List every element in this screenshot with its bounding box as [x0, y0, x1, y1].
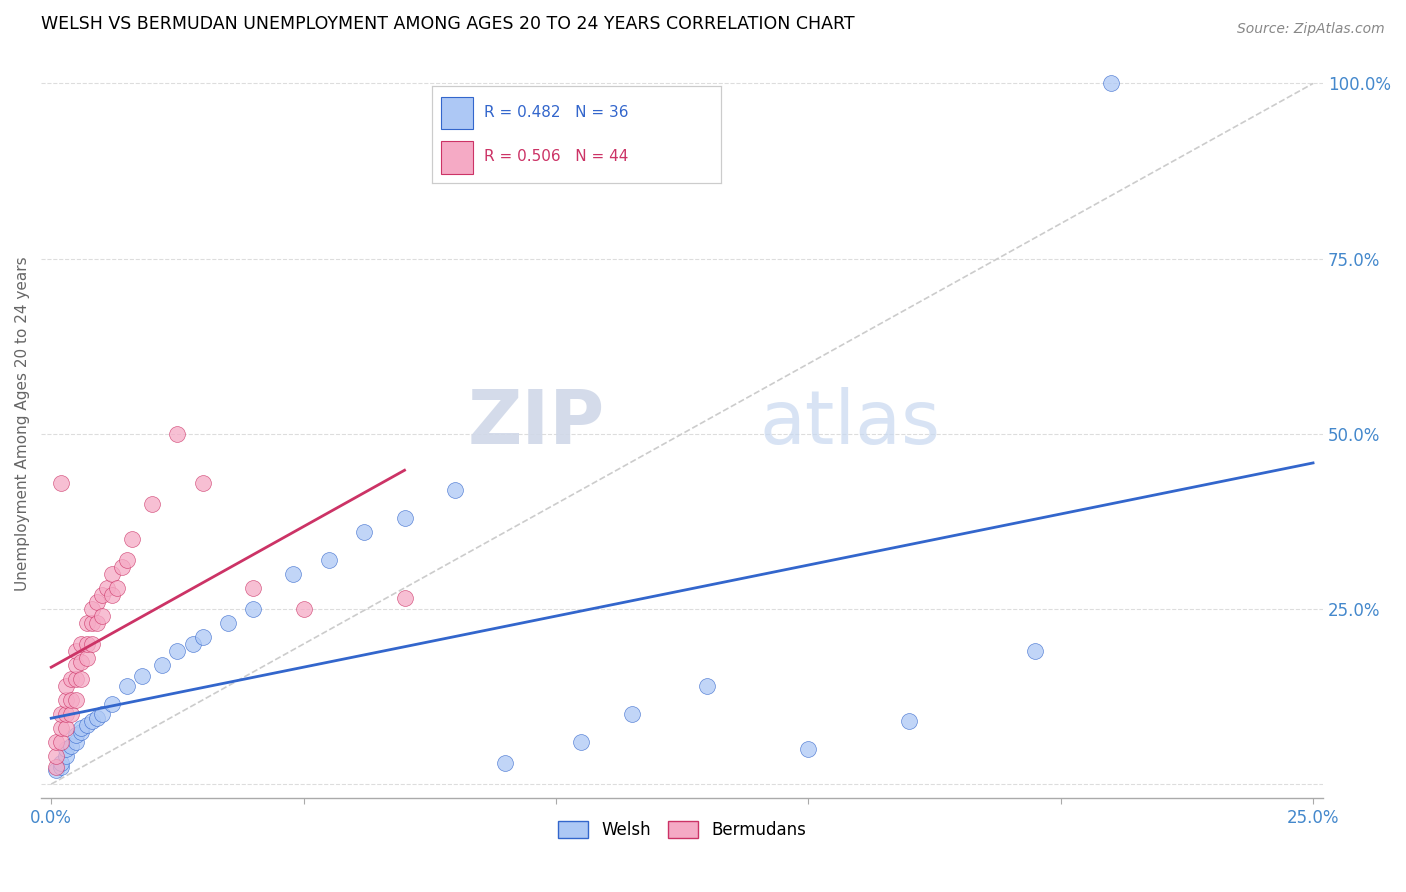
Point [80, 637, 103, 651]
Point [318, 553, 340, 567]
Point [70, 721, 93, 735]
Point [65, 693, 87, 707]
Point [55, 721, 77, 735]
Point [283, 566, 305, 581]
Legend: Welsh, Bermudans: Welsh, Bermudans [551, 814, 813, 846]
Point [45, 749, 67, 764]
Point [65, 728, 87, 742]
Point [141, 497, 163, 511]
Point [55, 679, 77, 693]
Point [55, 742, 77, 756]
Point [45, 759, 67, 773]
Point [45, 735, 67, 749]
Point [86, 615, 108, 630]
Point [181, 637, 204, 651]
Point [55, 693, 77, 707]
Point [100, 588, 122, 602]
Point [70, 724, 93, 739]
Y-axis label: Unemployment Among Ages 20 to 24 years: Unemployment Among Ages 20 to 24 years [15, 256, 30, 591]
Point [60, 672, 83, 686]
Point [76, 615, 98, 630]
Point [495, 756, 517, 771]
Point [131, 668, 153, 682]
Point [217, 615, 239, 630]
Text: WELSH VS BERMUDAN UNEMPLOYMENT AMONG AGES 20 TO 24 YEARS CORRELATION CHART: WELSH VS BERMUDAN UNEMPLOYMENT AMONG AGE… [41, 15, 855, 33]
Point [80, 602, 103, 616]
Point [898, 714, 921, 728]
Point [394, 591, 416, 606]
Point [60, 739, 83, 753]
Point [86, 595, 108, 609]
Point [86, 710, 108, 724]
Point [51, 721, 73, 735]
Point [166, 426, 188, 441]
Point [620, 707, 643, 722]
Text: Source: ZipAtlas.com: Source: ZipAtlas.com [1237, 22, 1385, 37]
Point [55, 749, 77, 764]
Point [51, 475, 73, 490]
Point [90, 588, 112, 602]
Point [76, 637, 98, 651]
Point [76, 651, 98, 665]
Point [115, 553, 138, 567]
Point [696, 679, 718, 693]
Point [70, 672, 93, 686]
Point [1024, 644, 1046, 658]
Point [111, 560, 134, 574]
Point [55, 707, 77, 722]
Point [353, 524, 375, 539]
Point [166, 644, 188, 658]
Text: atlas: atlas [759, 387, 941, 459]
Point [60, 693, 83, 707]
Point [242, 581, 264, 595]
Point [45, 763, 67, 777]
Point [1099, 77, 1122, 91]
Point [51, 735, 73, 749]
Point [65, 644, 87, 658]
Point [569, 735, 592, 749]
Point [444, 483, 467, 497]
Point [191, 475, 214, 490]
Point [76, 717, 98, 731]
Point [65, 672, 87, 686]
Point [100, 566, 122, 581]
Point [242, 602, 264, 616]
Point [65, 658, 87, 673]
Point [150, 658, 173, 673]
Point [90, 609, 112, 624]
Point [51, 756, 73, 771]
Point [70, 637, 93, 651]
Point [292, 602, 315, 616]
Point [65, 735, 87, 749]
Text: ZIP: ZIP [468, 387, 605, 459]
Point [80, 714, 103, 728]
Point [90, 707, 112, 722]
Point [96, 581, 118, 595]
Point [797, 742, 820, 756]
Point [191, 630, 214, 644]
Point [51, 707, 73, 722]
Point [70, 655, 93, 669]
Point [121, 532, 143, 546]
Point [100, 697, 122, 711]
Point [51, 759, 73, 773]
Point [394, 511, 416, 525]
Point [115, 679, 138, 693]
Point [60, 707, 83, 722]
Point [105, 581, 128, 595]
Point [80, 615, 103, 630]
